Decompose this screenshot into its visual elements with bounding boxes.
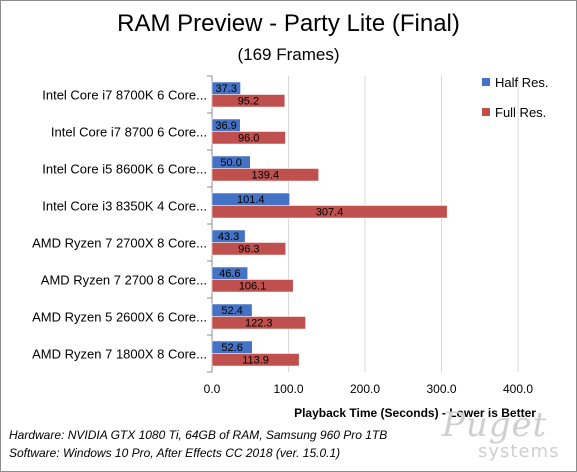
category-label: Intel Core i7 8700 6 Core... [51, 125, 207, 140]
data-label: 96.0 [238, 133, 259, 145]
chart-subtitle: (169 Frames) [237, 45, 340, 64]
legend-label-full-res: Full Res. [495, 105, 547, 120]
data-label: 52.6 [221, 342, 242, 354]
legend-item-full-res: Full Res. [482, 105, 547, 120]
bar [211, 279, 294, 293]
category-label: Intel Core i7 8700K 6 Core... [42, 88, 207, 103]
category-label: Intel Core i5 8600K 6 Core... [42, 162, 207, 177]
legend-swatch-half-res [482, 78, 490, 86]
data-label: 139.4 [252, 170, 280, 182]
data-label: 46.6 [219, 268, 240, 280]
data-label: 113.9 [242, 355, 269, 367]
bar [211, 94, 286, 108]
footer-hardware: Hardware: NVIDIA GTX 1080 Ti, 64GB of RA… [9, 428, 388, 442]
category-label: AMD Ryzen 5 2600X 6 Core... [32, 310, 207, 325]
legend-swatch-full-res [482, 108, 490, 116]
bar [211, 316, 306, 330]
category-label: AMD Ryzen 7 1800X 8 Core... [32, 347, 207, 362]
category-label: AMD Ryzen 7 2700X 8 Core... [32, 236, 207, 251]
data-label: 122.3 [245, 318, 273, 330]
logo-tagline-text: systems [478, 441, 560, 462]
x-tick-label: 200.0 [350, 382, 380, 396]
bar [211, 353, 300, 367]
data-label: 50.0 [220, 157, 241, 169]
chart-title: RAM Preview - Party Lite (Final) [117, 10, 460, 37]
x-tick-label: 100.0 [273, 382, 303, 396]
data-label: 43.3 [218, 231, 239, 243]
category-label: AMD Ryzen 7 2700 8 Core... [41, 273, 207, 288]
data-label: 101.4 [237, 194, 265, 206]
logo-brand-text: Puget [442, 405, 548, 445]
bar [211, 168, 319, 182]
data-label: 307.4 [316, 207, 344, 219]
category-label: Intel Core i3 8350K 4 Core... [42, 199, 207, 214]
legend-item-half-res: Half Res. [482, 75, 549, 90]
x-tick-label: 300.0 [426, 382, 456, 396]
x-tick-label: 0.0 [204, 382, 221, 396]
x-axis-title: Playback Time (Seconds) - Lower is Bette… [294, 406, 536, 420]
bar [211, 205, 448, 219]
data-label: 52.4 [221, 305, 242, 317]
footer-software: Software: Windows 10 Pro, After Effects … [9, 446, 341, 460]
data-label: 106.1 [239, 281, 267, 293]
data-label: 95.2 [238, 96, 259, 108]
puget-systems-logo: Puget systems [420, 405, 570, 470]
data-label: 96.3 [238, 244, 259, 256]
data-label: 36.9 [215, 120, 236, 132]
data-label: 37.3 [216, 83, 237, 95]
legend-label-half-res: Half Res. [495, 75, 549, 90]
x-tick-label: 400.0 [503, 382, 533, 396]
bar [211, 242, 286, 256]
bar [211, 131, 286, 145]
